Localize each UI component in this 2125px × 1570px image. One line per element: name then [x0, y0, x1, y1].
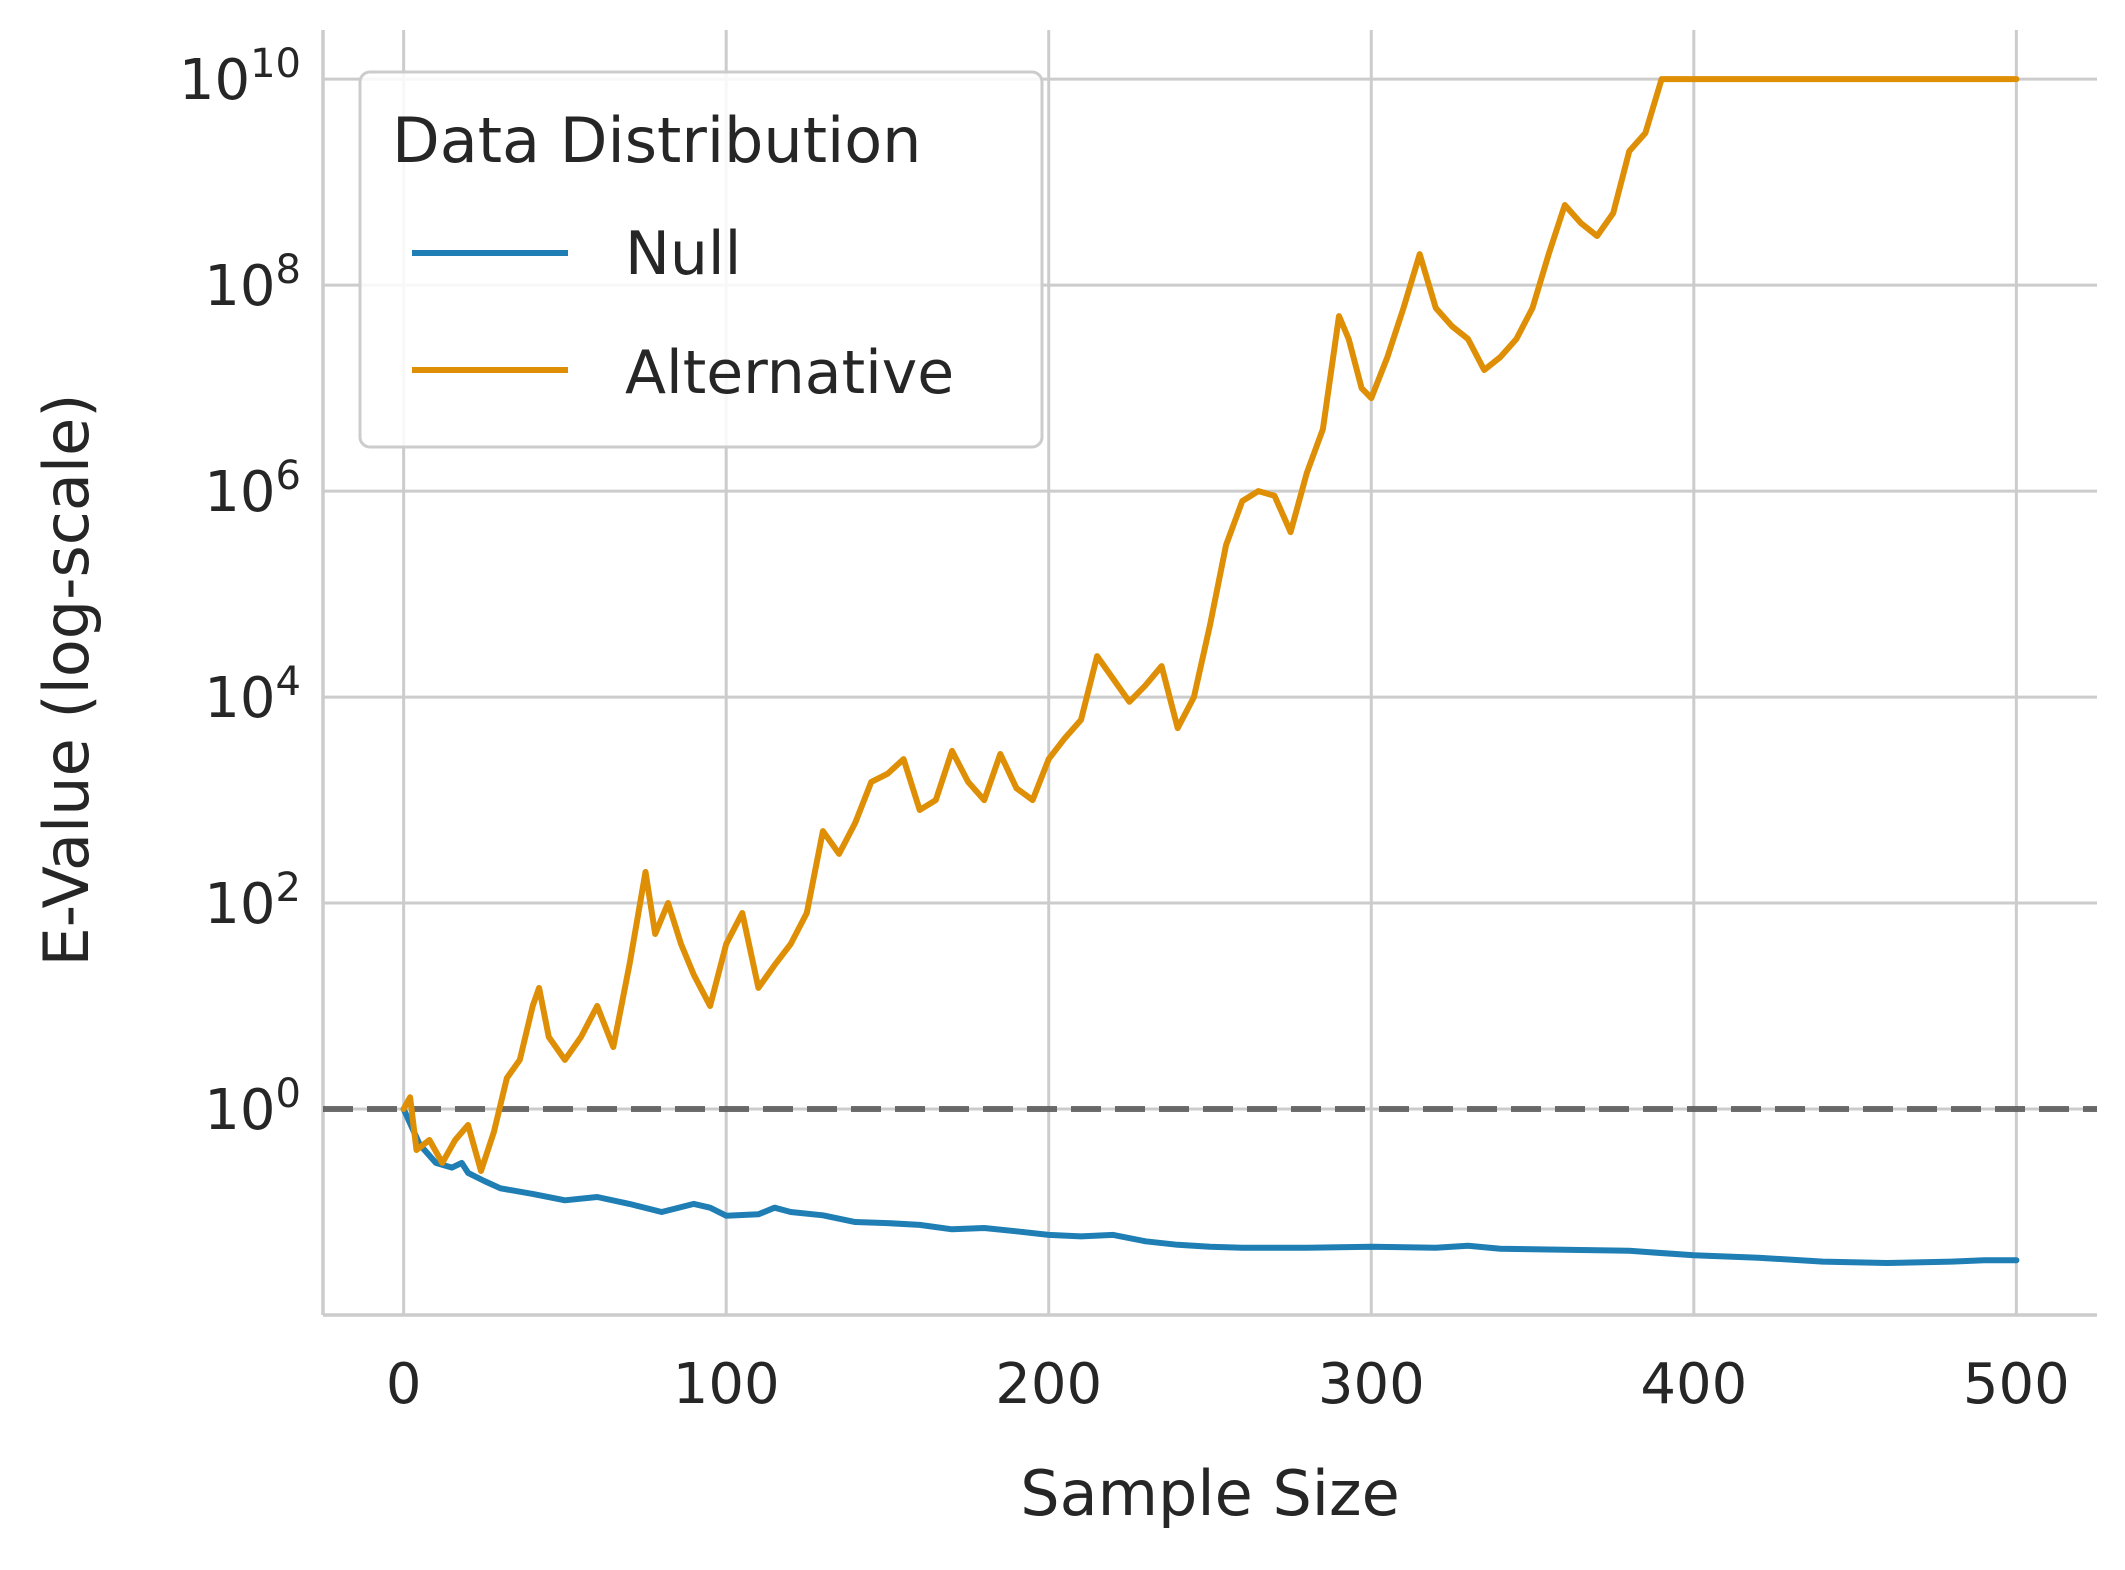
legend: Data Distribution Null Alternative	[358, 70, 1044, 449]
x-tick-labels: 0 100 200 300 400 500	[386, 1352, 2070, 1417]
x-tick-label: 200	[995, 1352, 1102, 1417]
series-line-null	[400, 1106, 2020, 1266]
y-tick-label: 100	[204, 1071, 301, 1143]
x-tick-label: 400	[1640, 1352, 1747, 1417]
x-tick-label: 0	[386, 1352, 422, 1417]
y-tick-label: 108	[204, 247, 301, 319]
legend-title: Data Distribution	[392, 104, 921, 177]
x-tick-label: 100	[673, 1352, 780, 1417]
axes-spines	[321, 30, 2097, 1317]
y-tick-labels: 100 102 104 106 108 1010	[179, 41, 301, 1143]
y-tick-label: 104	[204, 659, 301, 731]
x-tick-label: 300	[1318, 1352, 1425, 1417]
legend-label-null: Null	[625, 219, 741, 289]
series-layer	[400, 76, 2020, 1266]
x-tick-label: 500	[1963, 1352, 2070, 1417]
legend-box	[358, 70, 1044, 449]
legend-label-alternative: Alternative	[625, 338, 954, 408]
series-line-alternative	[400, 76, 2020, 1174]
y-tick-label: 102	[204, 865, 301, 937]
y-tick-label: 106	[204, 453, 301, 525]
y-axis-title: E-Value (log-scale)	[30, 394, 103, 967]
y-tick-label: 1010	[179, 41, 301, 113]
x-axis-title: Sample Size	[1020, 1457, 1399, 1530]
